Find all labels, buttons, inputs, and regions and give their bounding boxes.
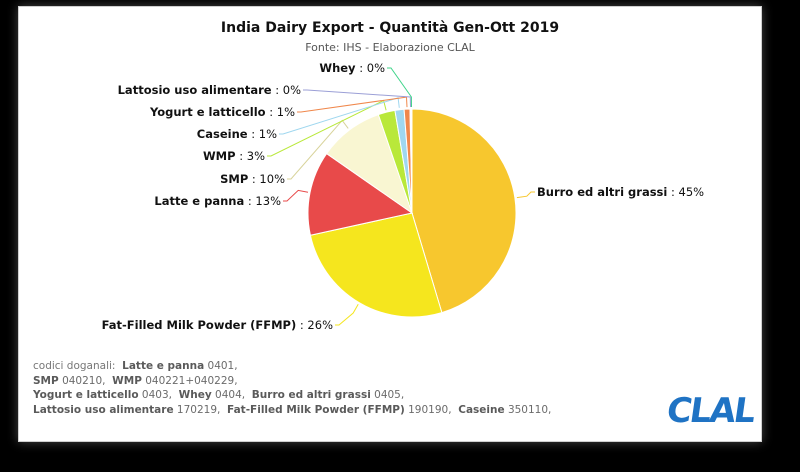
pie-slice-label: Latte e panna : 13% [154,194,281,208]
pie-slices [307,108,517,318]
pie-slice-label: Caseine : 1% [197,127,277,141]
pie-leader-line [297,96,408,113]
code-item: Lattosio uso alimentare 170219, [33,404,220,416]
code-value: 040210, [62,374,106,387]
pie-leader-line [279,97,400,135]
code-value: 0404, [215,389,246,401]
pie-slice-label: Whey : 0% [319,61,385,75]
chart-title: India Dairy Export - Quantità Gen-Ott 20… [221,20,559,36]
code-item: Latte e panna 0401, [122,360,237,372]
code-item: Yogurt e latticello 0403, [33,389,172,401]
chart-subtitle: Fonte: IHS - Elaborazione CLAL [305,41,475,54]
pie-leader-line [387,67,412,108]
pie-leader-lines [267,67,535,326]
pie-slice-label: Yogurt e latticello : 1% [149,105,295,119]
pie-slice-label: WMP : 3% [203,149,265,163]
code-name: WMP [112,374,142,387]
pie-leader-line [283,189,309,202]
code-value: 0405, [374,389,405,401]
pie-slice[interactable] [309,212,443,318]
code-item: Caseine 350110, [458,404,551,416]
customs-codes-line-3: Yogurt e latticello 0403, Whey 0404, Bur… [33,388,593,403]
code-value: 170219, [176,403,221,416]
pie-slice-label: Fat-Filled Milk Powder (FFMP) : 26% [102,318,333,332]
pie-slice[interactable] [411,108,517,314]
code-name: Caseine [458,403,505,416]
code-item: Burro ed altri grassi 0405, [252,389,404,401]
pie-slice-label: Lattosio uso alimentare : 0% [118,83,301,97]
code-item: Whey 0404, [179,389,245,401]
code-value: 0403, [141,389,172,401]
pie-leader-line [516,191,535,199]
code-name: Burro ed altri grassi [251,389,371,401]
pie-chart: India Dairy Export - Quantità Gen-Ott 20… [102,20,705,332]
code-value: 040221+040229, [145,374,238,387]
pie-slice-label: Burro ed altri grassi : 45% [537,185,704,199]
code-name: Yogurt e latticello [33,389,139,401]
customs-codes-prefix: codici doganali: [33,360,116,372]
customs-codes-line-1: codici doganali: Latte e panna 0401, [33,359,593,374]
code-name: Lattosio uso alimentare [33,403,174,416]
code-name: Whey [178,389,212,401]
pie-leader-line [267,99,387,157]
clal-logo[interactable]: CLAL [664,391,757,431]
pie-slice[interactable] [410,108,413,214]
code-value: 0401, [207,360,238,372]
pie-leader-line [335,304,359,326]
pie-leader-line [287,119,349,180]
code-name: Fat-Filled Milk Powder (FFMP) [227,403,405,416]
pie-leader-line [303,89,411,108]
code-item: SMP 040210, [33,375,105,387]
code-name: Latte e panna [122,360,205,372]
code-name: SMP [33,374,59,387]
pie-slice[interactable] [307,152,414,236]
customs-codes-line-4: Lattosio uso alimentare 170219, Fat-Fill… [33,403,593,418]
code-value: 350110, [507,403,552,416]
code-item: WMP 040221+040229, [112,375,237,387]
code-value: 190190, [408,403,452,416]
chart-container: India Dairy Export - Quantità Gen-Ott 20… [18,6,762,442]
customs-codes-line-2: SMP 040210, WMP 040221+040229, [33,374,593,389]
code-item: Fat-Filled Milk Powder (FFMP) 190190, [227,404,452,416]
pie-labels: Burro ed altri grassi : 45% Fat-Filled Mi… [102,61,705,332]
pie-slice-label: SMP : 10% [220,172,285,186]
customs-codes-note: codici doganali: Latte e panna 0401, SMP… [33,359,593,417]
